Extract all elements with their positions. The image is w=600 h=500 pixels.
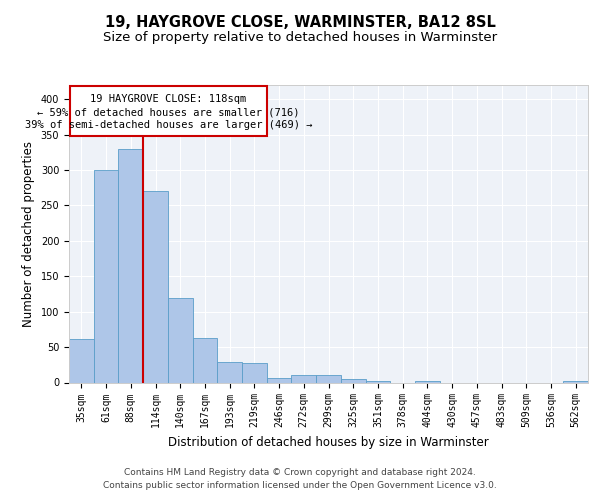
Bar	[365, 381, 390, 382]
Bar	[168, 298, 193, 382]
Text: ← 59% of detached houses are smaller (716): ← 59% of detached houses are smaller (71…	[37, 108, 300, 118]
Bar	[316, 374, 341, 382]
X-axis label: Distribution of detached houses by size in Warminster: Distribution of detached houses by size …	[168, 436, 489, 449]
Bar	[143, 191, 168, 382]
Text: 19, HAYGROVE CLOSE, WARMINSTER, BA12 8SL: 19, HAYGROVE CLOSE, WARMINSTER, BA12 8SL	[104, 15, 496, 30]
Text: Contains HM Land Registry data © Crown copyright and database right 2024.: Contains HM Land Registry data © Crown c…	[124, 468, 476, 477]
Bar	[415, 381, 440, 382]
Bar	[341, 379, 365, 382]
Text: Size of property relative to detached houses in Warminster: Size of property relative to detached ho…	[103, 31, 497, 44]
Bar	[217, 362, 242, 382]
Bar	[242, 364, 267, 382]
Y-axis label: Number of detached properties: Number of detached properties	[22, 141, 35, 327]
Text: Contains public sector information licensed under the Open Government Licence v3: Contains public sector information licen…	[103, 480, 497, 490]
Text: 19 HAYGROVE CLOSE: 118sqm: 19 HAYGROVE CLOSE: 118sqm	[91, 94, 247, 104]
Bar	[94, 170, 118, 382]
Bar	[292, 374, 316, 382]
Bar	[267, 378, 292, 382]
Bar	[118, 149, 143, 382]
FancyBboxPatch shape	[70, 86, 267, 136]
Bar	[69, 338, 94, 382]
Bar	[563, 381, 588, 382]
Text: 39% of semi-detached houses are larger (469) →: 39% of semi-detached houses are larger (…	[25, 120, 312, 130]
Bar	[193, 338, 217, 382]
